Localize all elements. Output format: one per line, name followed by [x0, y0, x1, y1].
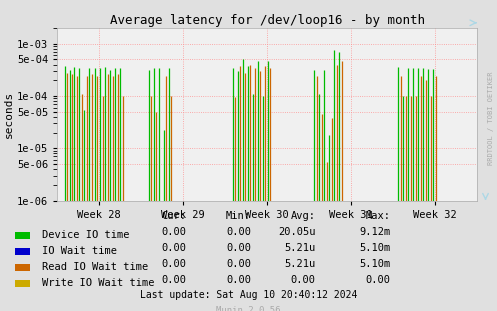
Text: IO Wait time: IO Wait time: [42, 246, 117, 256]
Text: 9.12m: 9.12m: [359, 227, 390, 237]
Text: 5.10m: 5.10m: [359, 259, 390, 269]
Text: Device IO time: Device IO time: [42, 230, 130, 240]
Text: Avg:: Avg:: [291, 211, 316, 221]
Text: Read IO Wait time: Read IO Wait time: [42, 262, 149, 272]
Text: 0.00: 0.00: [162, 275, 186, 285]
Text: 0.00: 0.00: [365, 275, 390, 285]
Text: 0.00: 0.00: [291, 275, 316, 285]
Text: 0.00: 0.00: [162, 243, 186, 253]
Text: 5.10m: 5.10m: [359, 243, 390, 253]
Text: 0.00: 0.00: [226, 259, 251, 269]
Text: Max:: Max:: [365, 211, 390, 221]
Y-axis label: seconds: seconds: [4, 91, 14, 138]
Text: 20.05u: 20.05u: [278, 227, 316, 237]
Text: Munin 2.0.56: Munin 2.0.56: [216, 305, 281, 311]
Text: 5.21u: 5.21u: [284, 259, 316, 269]
Text: 0.00: 0.00: [226, 243, 251, 253]
Text: RRDTOOL / TOBI OETIKER: RRDTOOL / TOBI OETIKER: [488, 72, 494, 165]
Text: 0.00: 0.00: [226, 227, 251, 237]
Text: Write IO Wait time: Write IO Wait time: [42, 278, 155, 288]
Text: 0.00: 0.00: [226, 275, 251, 285]
Text: 5.21u: 5.21u: [284, 243, 316, 253]
Title: Average latency for /dev/loop16 - by month: Average latency for /dev/loop16 - by mon…: [110, 14, 424, 27]
Text: 0.00: 0.00: [162, 259, 186, 269]
Text: Cur:: Cur:: [162, 211, 186, 221]
Text: 0.00: 0.00: [162, 227, 186, 237]
Text: Min:: Min:: [226, 211, 251, 221]
Text: Last update: Sat Aug 10 20:40:12 2024: Last update: Sat Aug 10 20:40:12 2024: [140, 290, 357, 300]
